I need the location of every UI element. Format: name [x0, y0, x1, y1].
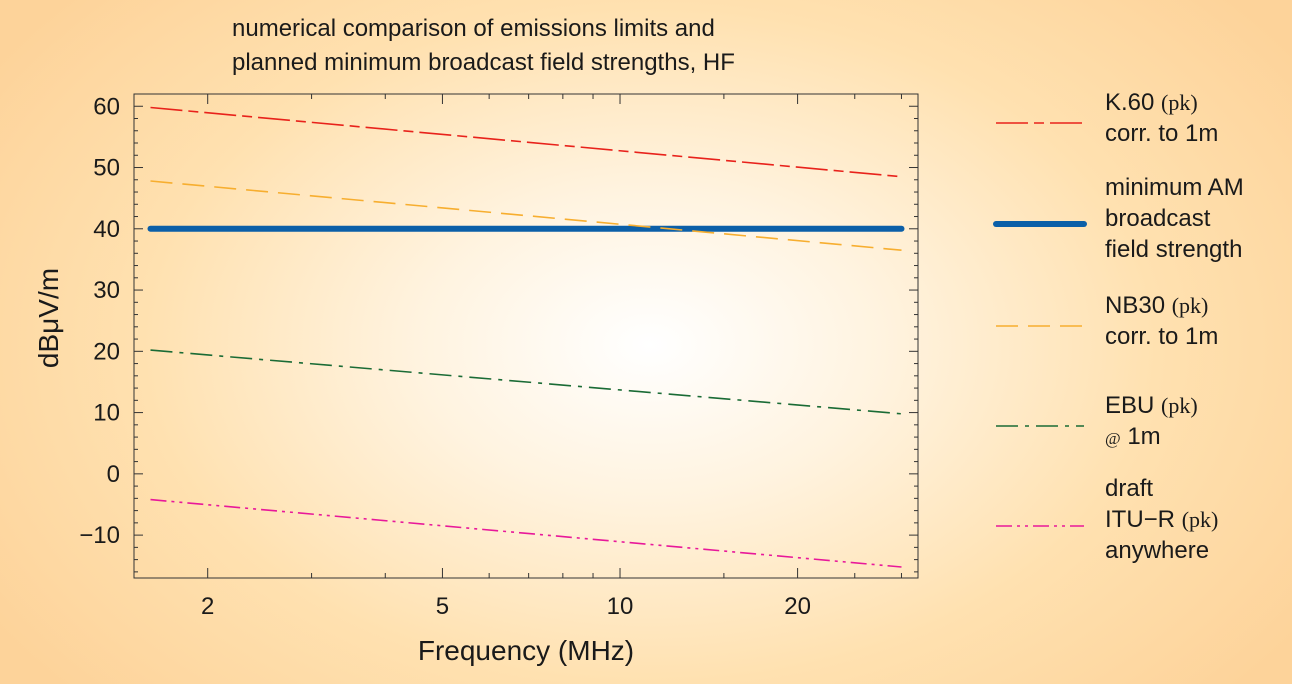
legend-label: minimum AM	[1105, 174, 1244, 201]
y-tick-label: 10	[93, 400, 120, 427]
y-tick-label: 0	[107, 461, 120, 488]
series-line-3	[150, 349, 902, 415]
legend-label: NB30 (pk)	[1105, 292, 1208, 319]
legend-label-part: (pk)	[1172, 293, 1209, 318]
legend-label-part: @	[1105, 429, 1121, 448]
chart-title: numerical comparison of emissions limits…	[232, 15, 735, 76]
y-tick-label: 50	[93, 155, 120, 182]
legend-label-part: K.60	[1105, 89, 1161, 116]
legend-label-part: NB30	[1105, 292, 1172, 319]
legend-label-part: field strength	[1105, 236, 1242, 263]
legend-label: ITU−R (pk)	[1105, 506, 1218, 533]
legend-label: anywhere	[1105, 537, 1209, 564]
chart-title-line: numerical comparison of emissions limits…	[232, 15, 715, 42]
legend-label: @ 1m	[1105, 423, 1161, 450]
legend-label-part: draft	[1105, 475, 1153, 502]
series-line-2	[150, 180, 902, 251]
legend-label: broadcast	[1105, 205, 1211, 232]
legend-label: draft	[1105, 475, 1153, 502]
legend-label-part: anywhere	[1105, 537, 1209, 564]
x-tick-label: 5	[436, 593, 449, 620]
y-tick-label: 40	[93, 216, 120, 243]
x-tick-label: 2	[201, 593, 214, 620]
legend-label: corr. to 1m	[1105, 323, 1218, 350]
legend-item: minimum AM broadcast field strength	[993, 174, 1244, 263]
legend-label-part: EBU	[1105, 392, 1161, 419]
legend-label-part: ITU−R	[1105, 506, 1182, 533]
y-tick-label: 30	[93, 277, 120, 304]
series-line-0	[150, 106, 902, 178]
y-tick-label: 20	[93, 338, 120, 365]
legend-label-part: (pk)	[1182, 507, 1219, 532]
x-tick-label: 10	[607, 593, 634, 620]
y-tick-label: −10	[79, 522, 120, 549]
x-axis-label: Frequency (MHz)	[418, 635, 634, 666]
legend-label-part: corr. to 1m	[1105, 120, 1218, 147]
legend: K.60 (pk) corr. to 1m minimum AM broadcast f…	[993, 89, 1244, 564]
legend-item: K.60 (pk) corr. to 1m	[996, 89, 1218, 147]
y-axis-label: dBμV/m	[33, 268, 64, 368]
legend-label-part: minimum AM	[1105, 174, 1244, 201]
legend-label-part: corr. to 1m	[1105, 323, 1218, 350]
legend-label: EBU (pk)	[1105, 392, 1198, 419]
legend-label: corr. to 1m	[1105, 120, 1218, 147]
series-line-4	[150, 498, 902, 568]
x-tick-label: 20	[784, 593, 811, 620]
legend-label: K.60 (pk)	[1105, 89, 1198, 116]
legend-label-part: broadcast	[1105, 205, 1211, 232]
legend-label-part: (pk)	[1161, 393, 1198, 418]
legend-item: EBU (pk)@ 1m	[996, 392, 1198, 450]
y-tick-label: 60	[93, 93, 120, 120]
legend-item: NB30 (pk) corr. to 1m	[996, 292, 1218, 350]
legend-label-part: (pk)	[1161, 90, 1198, 115]
legend-label: field strength	[1105, 236, 1242, 263]
plot-frame	[133, 93, 919, 579]
chart-title-line: planned minimum broadcast field strength…	[232, 49, 735, 76]
legend-item: draft ITU−R (pk) anywhere	[996, 475, 1218, 564]
legend-label-part: 1m	[1121, 423, 1161, 450]
